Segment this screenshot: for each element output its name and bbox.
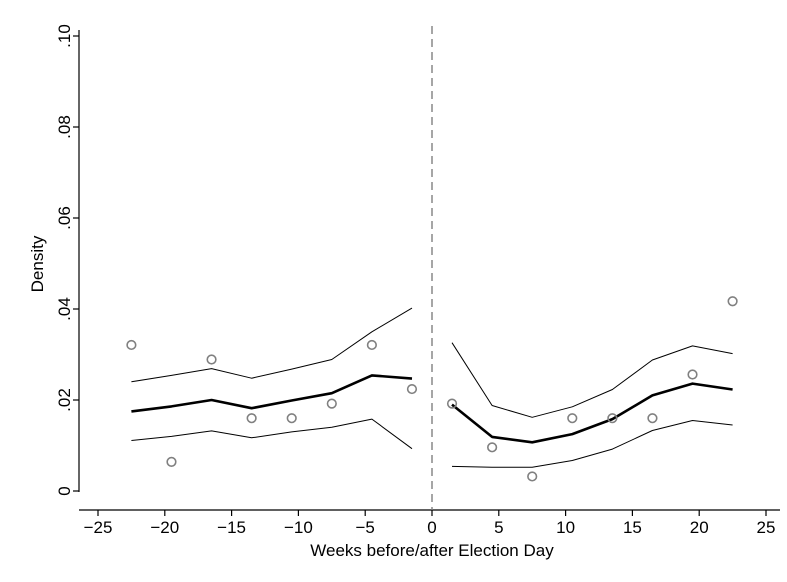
bin-point bbox=[206, 354, 217, 365]
bin-point bbox=[647, 413, 658, 424]
right-fit-line bbox=[451, 382, 733, 444]
bin-point bbox=[126, 339, 137, 351]
x-tick-label: 5 bbox=[494, 518, 503, 537]
right-upper-ci-line bbox=[451, 342, 733, 418]
bin-point bbox=[487, 442, 498, 453]
bin-point bbox=[567, 413, 578, 424]
axes-group: 0 .02 .04 .06 .08 .10 −25 −20 −15 −10 −5 0 5 10 15 20 25 bbox=[55, 24, 780, 537]
x-tick-label: 0 bbox=[427, 518, 436, 537]
fitted-line-group bbox=[131, 374, 733, 444]
bin-point bbox=[687, 369, 698, 380]
x-tick-label: 25 bbox=[757, 518, 776, 537]
x-axis-title: Weeks before/after Election Day bbox=[310, 541, 554, 560]
right-lower-ci-line bbox=[451, 420, 733, 468]
y-tick-label: .02 bbox=[55, 388, 74, 412]
left-lower-ci-line bbox=[131, 418, 413, 450]
bin-points-group bbox=[126, 296, 738, 482]
y-tick-label: .04 bbox=[55, 297, 74, 321]
bin-point bbox=[527, 471, 538, 482]
x-tick-label: −25 bbox=[84, 518, 113, 537]
left-fit-line bbox=[131, 374, 413, 413]
y-tick-label: .10 bbox=[55, 24, 74, 48]
bin-point bbox=[406, 383, 418, 395]
bin-point bbox=[366, 339, 377, 351]
bin-point bbox=[727, 296, 738, 307]
x-tick-label: −20 bbox=[150, 518, 179, 537]
y-tick-label: .08 bbox=[55, 115, 74, 139]
y-axis-title: Density bbox=[28, 235, 47, 292]
bin-point bbox=[166, 456, 177, 467]
x-tick-label: 15 bbox=[623, 518, 642, 537]
y-tick-label: 0 bbox=[55, 486, 74, 495]
bin-point bbox=[326, 398, 337, 409]
confidence-band-group bbox=[131, 307, 733, 468]
x-tick-label: −15 bbox=[217, 518, 246, 537]
x-tick-label: 10 bbox=[556, 518, 575, 537]
bin-point bbox=[446, 398, 458, 409]
bin-point bbox=[286, 413, 297, 424]
y-tick-label: .06 bbox=[55, 206, 74, 230]
bin-point bbox=[607, 413, 618, 424]
x-tick-label: −10 bbox=[284, 518, 313, 537]
x-tick-label: 20 bbox=[690, 518, 709, 537]
left-upper-ci-line bbox=[131, 307, 413, 383]
x-tick-label: −5 bbox=[356, 518, 375, 537]
bin-point bbox=[246, 413, 257, 424]
